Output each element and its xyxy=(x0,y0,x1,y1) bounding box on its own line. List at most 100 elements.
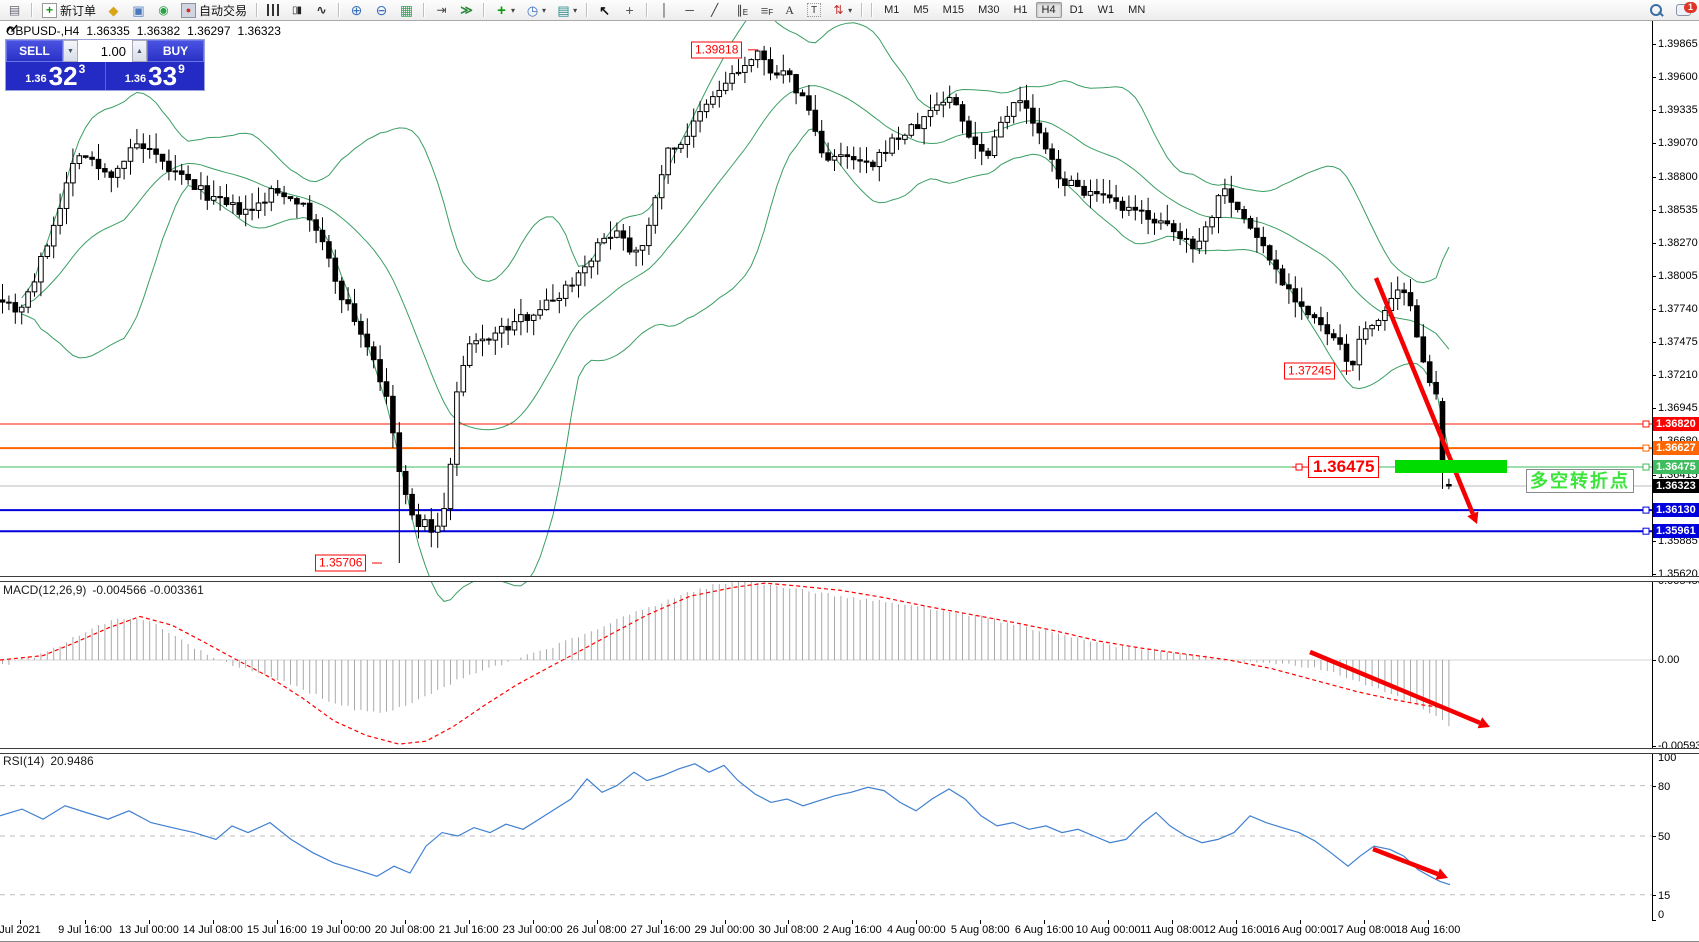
templates-button[interactable]: ▾ xyxy=(552,0,581,20)
chart-area[interactable]: GBPUSD-,H4 1.36335 1.36382 1.36297 1.363… xyxy=(0,21,1699,941)
candle-body xyxy=(460,364,467,393)
candle-body xyxy=(204,185,211,201)
candle-body xyxy=(876,151,883,168)
line-handle[interactable] xyxy=(1642,506,1650,514)
chart-canvas[interactable] xyxy=(0,21,1699,941)
timeframe-d1-button[interactable]: D1 xyxy=(1069,4,1084,16)
buy-button[interactable]: BUY xyxy=(147,40,204,62)
pane-separator[interactable] xyxy=(0,576,1699,582)
candle-body xyxy=(1222,188,1228,197)
candle-body xyxy=(108,171,115,178)
dropdown-caret-icon[interactable]: ▾ xyxy=(511,5,516,15)
price-callout-label[interactable]: 1.37245 xyxy=(1284,362,1336,380)
signals-button[interactable] xyxy=(152,0,175,20)
x-axis-label: 20 Jul 08:00 xyxy=(374,924,435,936)
candle-body xyxy=(370,346,377,361)
candle-body xyxy=(1017,100,1023,104)
text-label-button[interactable] xyxy=(803,0,825,20)
periods-button[interactable]: ▾ xyxy=(521,0,550,20)
highlight-rectangle[interactable] xyxy=(1395,460,1507,473)
axis-price-badge: 1.36130 xyxy=(1653,503,1699,518)
dropdown-caret-icon[interactable]: ▾ xyxy=(848,5,853,15)
buy-price-big: 33 xyxy=(148,61,178,91)
buy-price[interactable]: 1.36 33 9 xyxy=(106,62,205,90)
trend-arrow[interactable] xyxy=(1372,846,1439,877)
stamp-button[interactable] xyxy=(102,0,125,20)
y-axis-tick-mark xyxy=(1652,43,1656,45)
equidistant-channel-button[interactable]: E xyxy=(728,0,751,20)
volume-up-button[interactable]: ▲ xyxy=(132,40,147,62)
chart-file-button[interactable] xyxy=(3,0,26,20)
sell-price[interactable]: 1.36 32 3 xyxy=(6,62,106,90)
crosshair-button[interactable] xyxy=(618,0,641,20)
label-handle[interactable] xyxy=(1295,463,1303,471)
timeframe-m5-button[interactable]: M5 xyxy=(913,4,929,16)
vertical-line-button[interactable] xyxy=(653,0,676,20)
dropdown-caret-icon[interactable]: ▾ xyxy=(573,5,578,15)
candle-body xyxy=(1202,226,1209,242)
volume-down-button[interactable]: ▼ xyxy=(63,40,78,62)
timeframe-mn-button[interactable]: MN xyxy=(1128,4,1146,16)
line-handle[interactable] xyxy=(1642,527,1650,535)
candle-body xyxy=(70,162,76,184)
x-axis-tick-mark xyxy=(148,920,150,924)
timeframe-m15-button[interactable]: M15 xyxy=(942,4,965,16)
text-button[interactable] xyxy=(778,0,801,20)
timeframe-w1-button[interactable]: W1 xyxy=(1097,4,1115,16)
sell-button[interactable]: SELL xyxy=(6,40,63,62)
auto-scroll-button[interactable] xyxy=(455,0,478,20)
x-axis-tick-mark xyxy=(1108,920,1110,924)
trend-arrow[interactable] xyxy=(1309,649,1481,725)
tile-windows-button[interactable] xyxy=(395,0,418,20)
cursor-button[interactable] xyxy=(593,0,616,20)
y-axis-tick: 1.38535 xyxy=(1658,203,1698,216)
volume-field[interactable]: 1.00 xyxy=(78,40,132,62)
trend-arrow[interactable] xyxy=(1373,277,1475,515)
new-chart-button[interactable]: ▾ xyxy=(490,0,519,20)
candle-body xyxy=(1305,305,1311,316)
chart-bars-button[interactable] xyxy=(263,0,283,20)
candle-body xyxy=(454,391,460,465)
search-icon[interactable] xyxy=(1650,4,1662,16)
pane-separator[interactable] xyxy=(0,748,1699,754)
trendline-button[interactable] xyxy=(703,0,726,20)
chart-candles-button[interactable] xyxy=(285,0,308,20)
candle-body xyxy=(1030,107,1036,124)
arrows-button[interactable]: ▾ xyxy=(827,0,856,20)
ohlc-low: 1.36297 xyxy=(187,24,231,38)
signals-icon xyxy=(156,3,171,18)
notifications-button[interactable]: 1 xyxy=(1676,1,1697,18)
y-axis-tick: 1.37210 xyxy=(1658,369,1698,382)
autotrading-button[interactable]: 自动交易 xyxy=(177,0,251,20)
candle-body xyxy=(1228,188,1235,203)
timeframe-m1-button[interactable]: M1 xyxy=(884,4,900,16)
line-handle[interactable] xyxy=(1642,463,1650,471)
dropdown-caret-icon[interactable]: ▾ xyxy=(542,5,547,15)
buy-price-prefix: 1.36 xyxy=(124,73,147,85)
price-callout-label[interactable]: 1.39818 xyxy=(691,41,743,59)
toolbar-separator xyxy=(586,3,589,17)
x-axis-label: 9 Jul 16:00 xyxy=(58,924,112,936)
line-handle[interactable] xyxy=(1642,420,1650,428)
chart-shift-button[interactable] xyxy=(430,0,453,20)
profiles-button[interactable] xyxy=(127,0,150,20)
zoom-out-button[interactable] xyxy=(370,0,393,20)
zoom-in-button[interactable] xyxy=(345,0,368,20)
autoscroll-icon xyxy=(459,3,474,18)
horizontal-line-button[interactable] xyxy=(678,0,701,20)
timeframe-h1-button[interactable]: H1 xyxy=(1013,4,1028,16)
line-icon xyxy=(314,3,329,18)
price-callout-label[interactable]: 1.35706 xyxy=(315,554,367,572)
fibonacci-button[interactable]: F xyxy=(753,0,776,20)
candle-body xyxy=(1042,132,1049,150)
toolbar-separator xyxy=(423,3,426,17)
timeframe-h4-button[interactable]: H4 xyxy=(1035,2,1062,18)
y-axis-tick-mark xyxy=(1652,209,1656,211)
price-callout-label[interactable]: 1.36475 xyxy=(1308,456,1380,479)
chart-line-button[interactable] xyxy=(310,0,333,20)
new-order-button[interactable]: 新订单 xyxy=(38,0,100,20)
line-handle[interactable] xyxy=(1642,444,1650,452)
timeframe-m30-button[interactable]: M30 xyxy=(978,4,1000,16)
candle-body xyxy=(1196,240,1203,250)
note-label[interactable]: 多空转折点 xyxy=(1526,469,1634,493)
